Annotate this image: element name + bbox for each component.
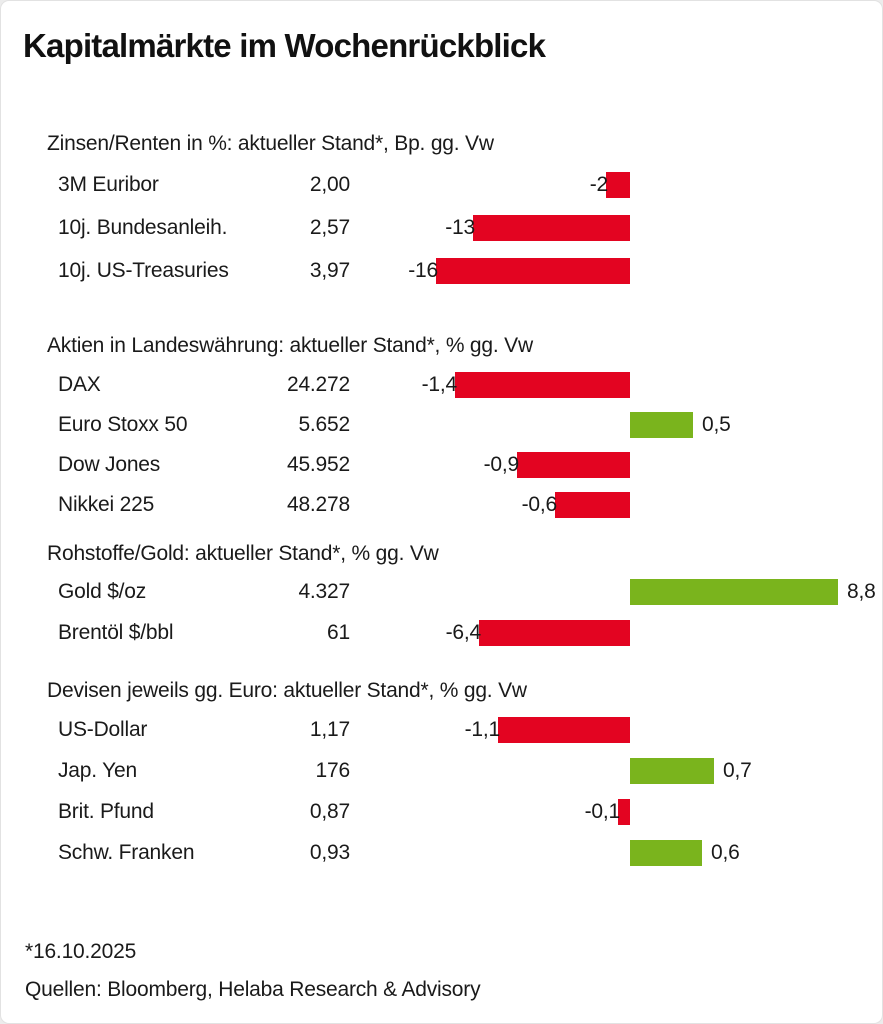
positive-change-bar <box>630 579 838 605</box>
chart-row: 3M Euribor 2,00 -2 <box>1 163 882 206</box>
chart-row: Dow Jones 45.952 -0,9 <box>1 445 882 485</box>
section-rows: US-Dollar 1,17 -1,1 Jap. Yen 176 0,7 Brit. Pfu… <box>1 709 882 873</box>
change-label: 0,5 <box>702 413 731 436</box>
row-value: 4.327 <box>298 579 350 603</box>
section-rows: 3M Euribor 2,00 -2 10j. Bundesanleih. 2,57 -1… <box>1 163 882 292</box>
chart-section: Zinsen/Renten in %: aktueller Stand*, Bp… <box>1 131 882 292</box>
row-value: 0,93 <box>309 840 350 864</box>
page-title: Kapitalmärkte im Wochenrückblick <box>23 27 546 64</box>
row-chart-cell: 8,8 <box>350 571 882 612</box>
row-chart-cell: -1,4 <box>350 365 882 405</box>
row-value: 1,17 <box>309 717 350 741</box>
chart-row: Brit. Pfund 0,87 -0,1 <box>1 791 882 832</box>
change-label: -16 <box>408 259 438 282</box>
row-label: DAX <box>58 373 101 396</box>
footnote-date: *16.10.2025 <box>25 940 137 963</box>
row-value: 48.278 <box>286 493 350 516</box>
chart-row: Gold $/oz 4.327 8,8 <box>1 571 882 612</box>
row-chart-cell: -0,6 <box>350 485 882 525</box>
row-label: 3M Euribor <box>58 172 159 196</box>
negative-change-bar <box>473 215 630 241</box>
negative-change-bar <box>618 799 630 825</box>
row-chart-cell: 0,5 <box>350 405 882 445</box>
negative-change-bar <box>479 620 630 646</box>
negative-change-bar <box>555 492 630 518</box>
row-label: US-Dollar <box>58 717 148 741</box>
change-label: -1,1 <box>464 718 501 741</box>
negative-change-bar <box>455 372 630 398</box>
negative-change-bar <box>436 258 630 284</box>
row-value: 24.272 <box>286 373 350 396</box>
chart-row: Schw. Franken 0,93 0,6 <box>1 832 882 873</box>
row-label: 10j. US-Treasuries <box>58 258 229 282</box>
row-value: 0,87 <box>309 799 350 823</box>
section-title: Devisen jeweils gg. Euro: aktueller Stan… <box>47 679 527 702</box>
row-chart-cell: -0,9 <box>350 445 882 485</box>
row-chart-cell: -1,1 <box>350 709 882 750</box>
row-label: Dow Jones <box>58 453 161 476</box>
chart-row: Nikkei 225 48.278 -0,6 <box>1 485 882 525</box>
section-title: Rohstoffe/Gold: aktueller Stand*, % gg. … <box>47 542 439 565</box>
chart-row: 10j. Bundesanleih. 2,57 -13 <box>1 206 882 249</box>
row-chart-cell: 0,6 <box>350 832 882 873</box>
section-title: Aktien in Landeswährung: aktueller Stand… <box>47 334 533 357</box>
change-label: -13 <box>445 216 475 239</box>
chart-row: Brentöl $/bbl 61 -6,4 <box>1 612 882 653</box>
section-title: Zinsen/Renten in %: aktueller Stand*, Bp… <box>47 132 494 155</box>
change-label: -6,4 <box>445 621 482 644</box>
row-label: 10j. Bundesanleih. <box>58 215 228 239</box>
row-label: Brit. Pfund <box>58 799 154 823</box>
section-rows: DAX 24.272 -1,4 Euro Stoxx 50 5.652 0,5 Dow Jo… <box>1 365 882 525</box>
change-label: -0,9 <box>483 453 520 476</box>
chart-row: 10j. US-Treasuries 3,97 -16 <box>1 249 882 292</box>
row-label: Euro Stoxx 50 <box>58 413 188 436</box>
change-label: -0,1 <box>584 800 621 823</box>
row-value: 61 <box>327 620 350 644</box>
change-label: 0,7 <box>723 759 752 782</box>
row-label: Gold $/oz <box>58 579 147 603</box>
chart-row: Euro Stoxx 50 5.652 0,5 <box>1 405 882 445</box>
row-value: 176 <box>315 758 351 782</box>
section-rows: Gold $/oz 4.327 8,8 Brentöl $/bbl 61 -6,4 <box>1 571 882 653</box>
change-label: 8,8 <box>847 580 876 603</box>
negative-change-bar <box>606 172 630 198</box>
change-label: -0,6 <box>521 493 558 516</box>
row-chart-cell: -13 <box>350 206 882 249</box>
positive-change-bar <box>630 412 693 438</box>
row-chart-cell: -6,4 <box>350 612 882 653</box>
chart-section: Devisen jeweils gg. Euro: aktueller Stan… <box>1 678 882 873</box>
change-label: -2 <box>589 173 608 196</box>
row-label: Schw. Franken <box>58 840 195 864</box>
row-label: Brentöl $/bbl <box>58 620 174 644</box>
chart-section: Rohstoffe/Gold: aktueller Stand*, % gg. … <box>1 541 882 653</box>
footer: *16.10.2025 Quellen: Bloomberg, Helaba R… <box>25 933 481 1009</box>
row-label: Jap. Yen <box>58 758 137 782</box>
negative-change-bar <box>517 452 630 478</box>
row-chart-cell: -2 <box>350 163 882 206</box>
positive-change-bar <box>630 840 702 866</box>
negative-change-bar <box>498 717 630 743</box>
change-label: 0,6 <box>711 841 740 864</box>
chart-row: Jap. Yen 176 0,7 <box>1 750 882 791</box>
row-label: Nikkei 225 <box>58 493 155 516</box>
change-label: -1,4 <box>421 373 458 396</box>
row-value: 5.652 <box>298 413 350 436</box>
row-value: 3,97 <box>309 258 350 282</box>
sources-line: Quellen: Bloomberg, Helaba Research & Ad… <box>25 978 481 1001</box>
chart-row: DAX 24.272 -1,4 <box>1 365 882 405</box>
chart-row: US-Dollar 1,17 -1,1 <box>1 709 882 750</box>
row-chart-cell: -16 <box>350 249 882 292</box>
row-chart-cell: -0,1 <box>350 791 882 832</box>
positive-change-bar <box>630 758 714 784</box>
chart-section: Aktien in Landeswährung: aktueller Stand… <box>1 333 882 525</box>
row-value: 45.952 <box>286 453 350 476</box>
row-value: 2,57 <box>309 215 350 239</box>
row-value: 2,00 <box>309 172 350 196</box>
row-chart-cell: 0,7 <box>350 750 882 791</box>
